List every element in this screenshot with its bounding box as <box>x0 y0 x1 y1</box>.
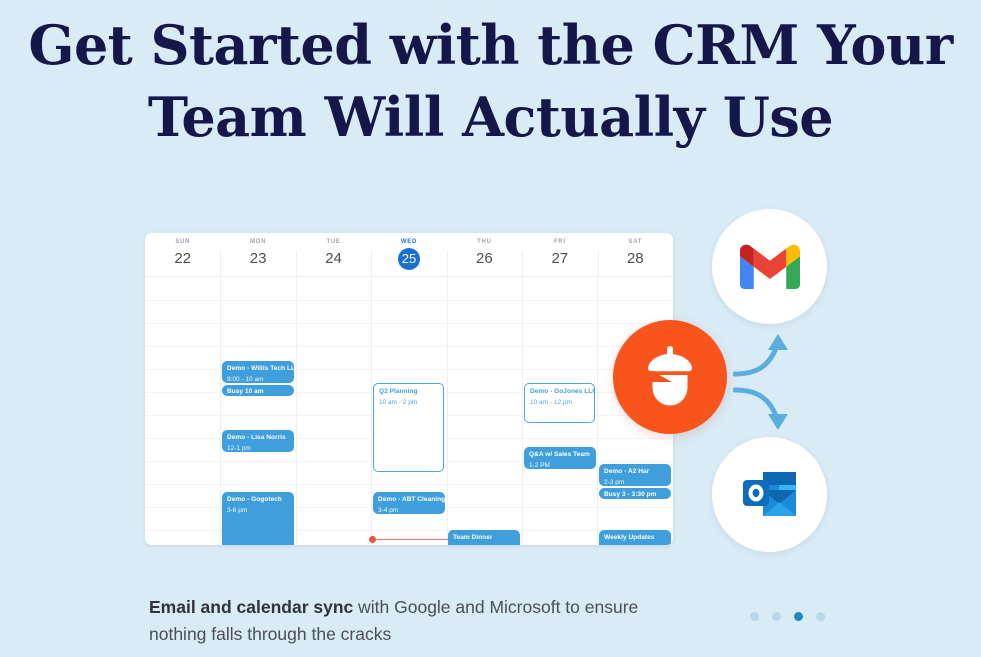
event-title: Demo - A2 Har <box>604 468 650 475</box>
day-number: 27 <box>551 250 569 267</box>
page-title: Get Started with the CRM Your Team Will … <box>28 13 953 149</box>
day-of-week-label: TUE <box>326 239 341 245</box>
day-number: 23 <box>249 250 267 267</box>
caption-bold: Email and calendar sync <box>149 597 354 617</box>
event-title: Team Dinner <box>453 534 493 541</box>
carousel-slide: SUN 22 MON 23 TUE 24 WED 25 THU 26 FRI 2… <box>0 176 981 657</box>
day-number: 26 <box>476 250 493 267</box>
arrow-down-head <box>768 414 788 430</box>
event-title: Demo - Gogotech <box>227 496 282 503</box>
acorn-icon <box>648 346 692 406</box>
outlook-icon <box>742 471 796 516</box>
calendar-event[interactable]: Team Dinner 5-7 pm <box>448 530 520 545</box>
caption-rest: with Google and Microsoft to ensure noth… <box>149 597 639 644</box>
event-title: Demo - Willis Tech LLC <box>227 365 294 372</box>
event-title: Demo - ABT Cleaning <box>378 496 445 503</box>
calendar-event[interactable]: Demo - Willis Tech LLC 9:00 - 10 am <box>222 361 294 383</box>
sync-arrows <box>732 328 805 438</box>
calendar-day-thu[interactable]: THU 26 <box>446 233 522 277</box>
gmail-icon <box>739 244 800 289</box>
event-time: 12-1 pm <box>227 445 251 452</box>
day-of-week-label: THU <box>477 239 492 245</box>
day-of-week-label: WED <box>400 239 418 245</box>
event-title: Q&A w/ Sales Team <box>529 451 590 458</box>
event-time: 5-6 pm <box>604 544 667 545</box>
calendar-event[interactable]: Demo - Lisa Norris 12-1 pm <box>222 430 294 452</box>
calendar-event[interactable]: Q&A w/ Sales Team 1-2 PM <box>524 447 596 469</box>
arrow-up-head <box>768 334 788 350</box>
calendar-day-sat[interactable]: SAT 28 <box>597 233 673 277</box>
pagination-dot-2[interactable] <box>772 612 781 621</box>
event-title: Busy 3 - 3:30 pm <box>604 491 657 498</box>
event-time: 2-3 pm <box>604 479 625 486</box>
event-title: Q2 Planning <box>379 388 418 395</box>
calendar-event[interactable]: Q2 Planning 10 am - 2 pm <box>373 383 444 472</box>
current-time-line <box>371 539 448 540</box>
event-title: Busy 10 am <box>227 388 264 395</box>
calendar-event[interactable]: Demo - A2 Har 2-3 pm <box>599 464 671 486</box>
carousel-pagination <box>750 612 825 621</box>
calendar-day-mon[interactable]: MON 23 <box>220 233 295 277</box>
day-of-week-label: SAT <box>628 239 643 245</box>
calendar-day-fri[interactable]: FRI 27 <box>522 233 597 277</box>
calendar-event[interactable]: Demo - Gogotech 3-6 pm <box>222 492 294 545</box>
event-title: Demo - Lisa Norris <box>227 434 286 441</box>
event-time: 10 am - 12 pm <box>530 399 572 406</box>
calendar-day-sun[interactable]: SUN 22 <box>145 233 220 276</box>
integration-outlook[interactable] <box>712 437 827 552</box>
day-number: 22 <box>174 250 192 267</box>
event-time: 5-7 pm <box>453 544 516 545</box>
calendar-event[interactable]: Weekly Updates 5-6 pm <box>599 530 671 545</box>
calendar-grid: Demo - Willis Tech LLC 9:00 - 10 am Busy… <box>145 277 673 545</box>
calendar-widget: SUN 22 MON 23 TUE 24 WED 25 THU 26 FRI 2… <box>145 233 673 545</box>
event-time: 10 am - 2 pm <box>379 399 418 406</box>
day-of-week-label: MON <box>250 239 267 245</box>
integration-gmail[interactable] <box>712 209 827 324</box>
calendar-event[interactable]: Busy 10 am <box>222 385 294 396</box>
day-of-week-label: FRI <box>553 239 566 245</box>
day-number: 24 <box>325 250 342 267</box>
integration-nutshell[interactable] <box>613 320 727 434</box>
current-time-dot <box>369 536 376 543</box>
pagination-dot-4[interactable] <box>816 612 825 621</box>
pagination-dot-1[interactable] <box>750 612 759 621</box>
calendar-event[interactable]: Demo - ABT Cleaning 3-4 pm <box>373 492 445 514</box>
pagination-dot-3-active[interactable] <box>794 612 803 621</box>
calendar-day-wed-today[interactable]: WED 25 <box>371 233 446 277</box>
calendar-event[interactable]: Busy 3 - 3:30 pm <box>599 488 671 499</box>
day-number: 28 <box>626 250 644 267</box>
event-time: 1-2 PM <box>529 462 550 469</box>
day-number-today: 25 <box>397 248 420 270</box>
day-of-week-label: SUN <box>175 239 191 245</box>
event-title: Demo - GoJones LLC <box>530 388 595 395</box>
calendar-event[interactable]: Demo - GoJones LLC 10 am - 12 pm <box>524 383 595 423</box>
event-time: 3-4 pm <box>378 507 399 514</box>
event-time: 3-6 pm <box>227 507 248 514</box>
calendar-day-dividers <box>145 277 673 544</box>
event-title: Weekly Updates <box>604 534 655 541</box>
slide-caption: Email and calendar sync with Google and … <box>149 594 669 648</box>
calendar-day-header: SUN 22 MON 23 TUE 24 WED 25 THU 26 FRI 2… <box>145 233 673 277</box>
calendar-day-tue[interactable]: TUE 24 <box>295 233 371 277</box>
event-time: 9:00 - 10 am <box>227 376 264 383</box>
